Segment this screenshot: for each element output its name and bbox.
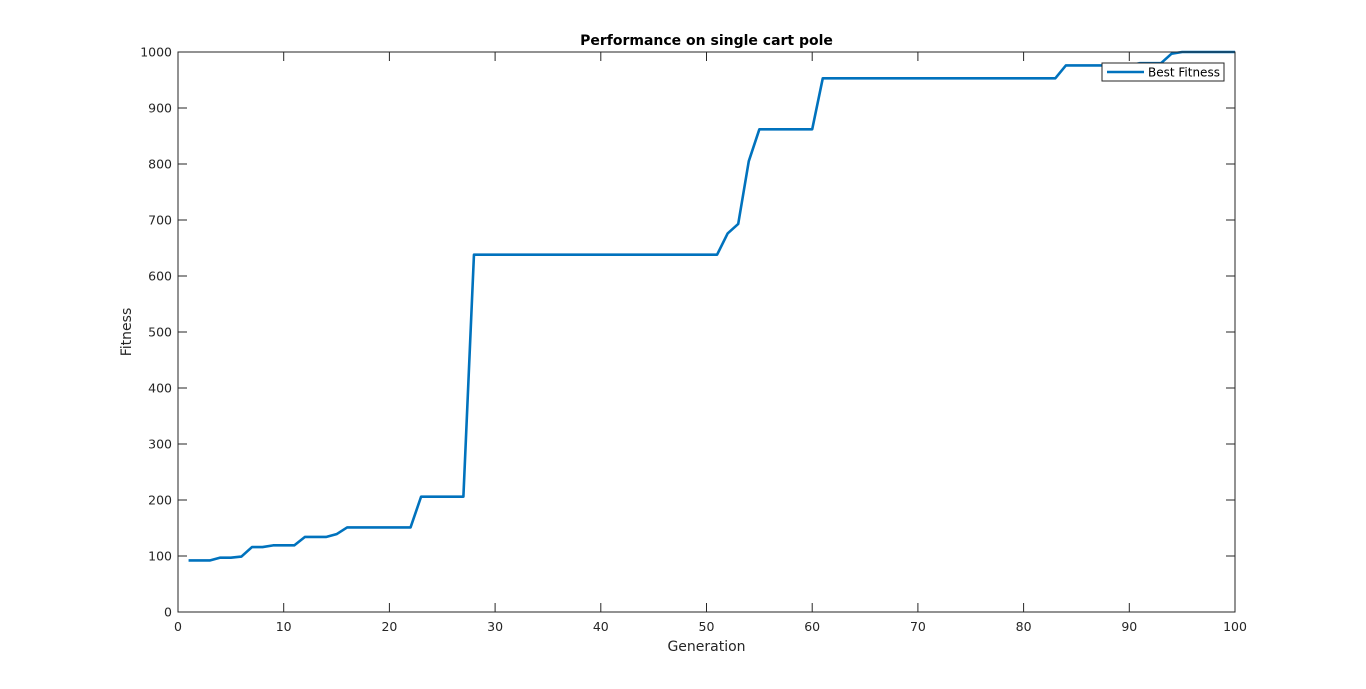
- y-tick-label: 500: [148, 325, 172, 340]
- y-tick-label: 900: [148, 101, 172, 116]
- y-tick-label: 400: [148, 381, 172, 396]
- legend-label: Best Fitness: [1148, 66, 1220, 80]
- x-axis-label: Generation: [667, 639, 745, 655]
- y-axis-label: Fitness: [119, 308, 135, 357]
- plot-frame: [177, 51, 1236, 613]
- y-tick-label: 600: [148, 269, 172, 284]
- y-tick-label: 700: [148, 213, 172, 228]
- x-tick-label: 90: [1121, 619, 1137, 634]
- y-tick-label: 200: [148, 493, 172, 508]
- legend: Best Fitness: [1101, 62, 1225, 82]
- chart-title: Performance on single cart pole: [580, 33, 833, 49]
- y-tick-label: 100: [148, 549, 172, 564]
- y-tick-label: 1000: [140, 45, 172, 60]
- x-tick-label: 60: [804, 619, 820, 634]
- y-tick-label: 0: [164, 605, 172, 620]
- x-tick-label: 40: [593, 619, 609, 634]
- y-tick-label: 300: [148, 437, 172, 452]
- legend-box: [1101, 62, 1225, 82]
- x-tick-label: 70: [910, 619, 926, 634]
- plot-area: [178, 52, 1235, 612]
- x-tick-label: 20: [381, 619, 397, 634]
- y-tick-label: 800: [148, 157, 172, 172]
- x-tick-label: 80: [1016, 619, 1032, 634]
- x-tick-label: 50: [699, 619, 715, 634]
- x-tick-label: 30: [487, 619, 503, 634]
- ticks-layer: 0 10 20 30 40 50 60 70 80 90 100010020030040050060…: [140, 45, 1247, 635]
- x-tick-label: 100: [1223, 619, 1247, 634]
- x-tick-label: 0: [174, 619, 182, 634]
- x-tick-label: 10: [276, 619, 292, 634]
